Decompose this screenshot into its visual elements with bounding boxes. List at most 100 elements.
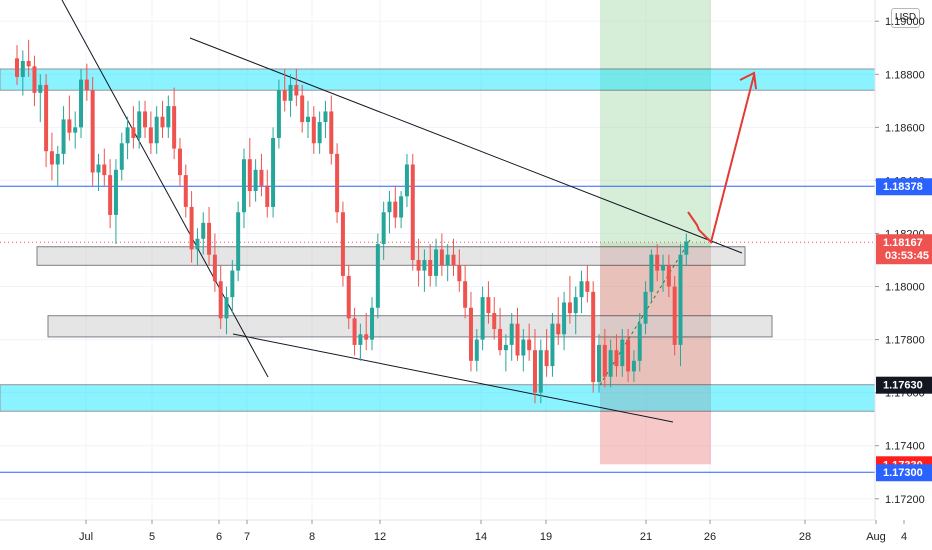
- price-label-box: [876, 234, 932, 265]
- candle-body: [556, 323, 561, 335]
- candle-body: [282, 90, 287, 101]
- candle-body: [364, 334, 369, 340]
- candle-body: [643, 291, 648, 324]
- candle-body: [160, 116, 165, 128]
- candle-body: [573, 297, 578, 314]
- x-tick-label: 26: [704, 531, 716, 543]
- projection-arrow: [687, 71, 757, 244]
- arrow-path: [687, 74, 755, 244]
- trendline: [232, 333, 674, 423]
- candle-body: [329, 111, 334, 154]
- candle-body: [84, 79, 89, 91]
- candle-body: [666, 265, 671, 287]
- candle-body: [177, 148, 182, 176]
- candle-body: [166, 106, 171, 128]
- zone-support: [0, 384, 876, 412]
- candle-body: [550, 323, 555, 367]
- candle-body: [96, 164, 101, 173]
- candle-body: [567, 302, 572, 314]
- candle-body: [661, 265, 666, 271]
- zone-range: [36, 246, 746, 266]
- candle-body: [154, 116, 159, 144]
- candle-body: [119, 143, 124, 170]
- y-tick-label: 1.17400: [885, 441, 925, 453]
- candle-body: [265, 185, 270, 207]
- candle-body: [207, 222, 212, 255]
- candle-body: [44, 84, 49, 152]
- candle-body: [591, 291, 596, 383]
- x-tick-label: 12: [374, 531, 386, 543]
- zone-resistance: [0, 68, 876, 91]
- candle-body: [562, 302, 567, 335]
- candle-body: [684, 241, 689, 255]
- candle-body: [125, 127, 130, 144]
- candle-body: [597, 344, 601, 383]
- candle-body: [532, 350, 537, 393]
- candle-body: [300, 95, 305, 123]
- candle-body: [352, 318, 357, 345]
- price-label-text: 1.17630: [883, 380, 923, 392]
- y-tick-label: 1.19000: [885, 16, 925, 28]
- x-tick-label: Aug: [866, 531, 886, 543]
- candle-body: [38, 84, 43, 93]
- candle-body: [253, 169, 258, 192]
- candle-body: [183, 175, 188, 207]
- candle-body: [108, 175, 113, 215]
- candle-body: [410, 164, 415, 260]
- x-tick-label: 4: [901, 531, 907, 543]
- candle-body: [172, 106, 177, 149]
- candle-body: [509, 323, 514, 345]
- candle-body: [439, 249, 444, 266]
- candle-body: [498, 328, 503, 351]
- candle-body: [26, 61, 31, 67]
- candle-body: [294, 84, 299, 96]
- candle-body: [678, 254, 683, 345]
- candle-body: [212, 254, 217, 282]
- candle-body: [375, 244, 380, 308]
- candle-body: [113, 169, 118, 215]
- price-label-box: [876, 178, 932, 196]
- candle-body: [358, 334, 363, 345]
- price-label-text: 1.18378: [883, 181, 923, 193]
- time-axis: Jul 5 6 7 8 12 14 19 21 26 28 Aug 4: [79, 520, 907, 543]
- candle-body: [445, 254, 450, 266]
- candle-body: [143, 111, 148, 128]
- zone-range: [47, 315, 773, 338]
- candle-body: [463, 281, 468, 308]
- price-label-text: 1.17300: [883, 467, 923, 479]
- axes-layer: [0, 0, 876, 521]
- x-tick-label: 6: [216, 531, 222, 543]
- candle-body: [201, 222, 206, 239]
- candle-body: [55, 153, 60, 165]
- candle-body: [521, 339, 526, 356]
- candle-body: [259, 169, 264, 186]
- candle-body: [102, 164, 107, 176]
- candle-body: [335, 153, 340, 213]
- level-lines-layer: [0, 185, 875, 473]
- candle-body: [189, 206, 194, 250]
- price-label-box: [876, 464, 932, 482]
- x-tick-label: 7: [244, 531, 250, 543]
- candle-body: [631, 360, 636, 372]
- x-tick-label: 28: [799, 531, 811, 543]
- x-tick-label: Jul: [79, 531, 93, 543]
- candle-body: [20, 61, 25, 77]
- price-label-text: 1.18167: [883, 237, 923, 249]
- candle-body: [515, 323, 520, 356]
- candle-body: [579, 281, 584, 298]
- candle-body: [585, 281, 590, 292]
- candle-body: [387, 201, 392, 213]
- candle-body: [61, 119, 66, 154]
- candle-body: [276, 90, 281, 138]
- zones-layer: [0, 0, 876, 465]
- candle-body: [404, 164, 409, 197]
- candle-body: [317, 122, 322, 144]
- candle-body: [428, 260, 433, 276]
- candle-body: [323, 111, 328, 123]
- candle-body: [649, 254, 654, 292]
- candle-body: [79, 79, 84, 128]
- candle-body: [538, 350, 543, 393]
- candle-body: [422, 260, 427, 271]
- currency-badge[interactable]: USD: [891, 8, 920, 28]
